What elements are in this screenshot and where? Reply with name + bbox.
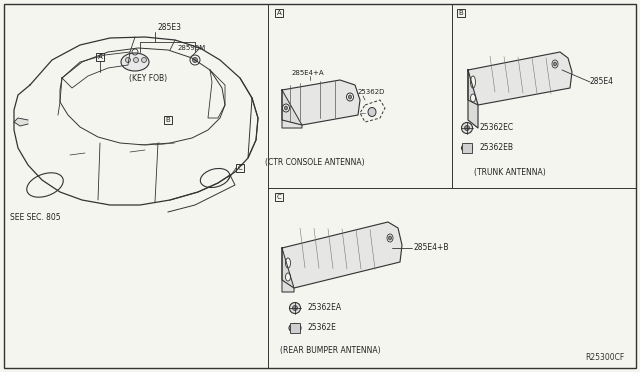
Polygon shape [468,52,572,105]
Bar [275,193,283,201]
Text: 25362E: 25362E [308,324,337,333]
Ellipse shape [289,302,301,314]
Bar [164,116,172,124]
Ellipse shape [292,305,298,311]
Text: (KEY FOB): (KEY FOB) [129,74,167,83]
Text: B: B [166,117,170,123]
Text: (REAR BUMPER ANTENNA): (REAR BUMPER ANTENNA) [280,346,380,355]
Text: C: C [276,194,282,200]
Polygon shape [282,90,302,128]
Polygon shape [468,70,478,128]
Ellipse shape [465,125,470,131]
Polygon shape [14,118,28,126]
Bar [96,53,104,61]
Text: 25362EB: 25362EB [480,144,514,153]
Ellipse shape [282,104,289,112]
Text: 25362D: 25362D [358,89,385,95]
Bar [462,143,472,153]
Ellipse shape [200,169,230,187]
Ellipse shape [470,94,476,102]
Ellipse shape [121,53,149,71]
Text: A: A [98,54,102,60]
Ellipse shape [27,173,63,197]
Ellipse shape [125,58,131,62]
Text: A: A [276,10,282,16]
Ellipse shape [141,58,147,62]
Ellipse shape [285,106,287,110]
Ellipse shape [552,60,558,68]
Ellipse shape [387,234,393,242]
Text: 28599M: 28599M [178,45,206,51]
Bar [457,9,465,17]
Ellipse shape [134,58,138,62]
Text: SEE SEC. 805: SEE SEC. 805 [10,214,61,222]
Ellipse shape [285,273,291,281]
Polygon shape [282,222,402,288]
Ellipse shape [461,122,472,134]
Text: (TRUNK ANTENNA): (TRUNK ANTENNA) [474,167,546,176]
Ellipse shape [346,93,353,101]
Ellipse shape [289,324,301,333]
Ellipse shape [349,95,351,99]
Text: 285E4+A: 285E4+A [292,70,324,76]
Ellipse shape [368,108,376,116]
Ellipse shape [388,236,392,240]
Polygon shape [282,248,294,292]
Text: B: B [459,10,463,16]
Text: 25362EC: 25362EC [480,124,514,132]
Ellipse shape [554,62,557,66]
Text: R25300CF: R25300CF [586,353,625,362]
Ellipse shape [470,76,476,88]
Bar [236,164,244,172]
Bar [275,9,283,17]
Text: (CTR CONSOLE ANTENNA): (CTR CONSOLE ANTENNA) [265,157,365,167]
Text: 285E4: 285E4 [590,77,614,87]
Text: 285E3: 285E3 [158,23,182,32]
Text: 25362EA: 25362EA [308,304,342,312]
Text: C: C [237,165,243,171]
Ellipse shape [193,58,198,62]
Text: 285E4+B: 285E4+B [413,244,449,253]
Polygon shape [282,80,360,125]
Bar [290,323,300,333]
Ellipse shape [285,258,291,268]
Ellipse shape [461,144,472,152]
